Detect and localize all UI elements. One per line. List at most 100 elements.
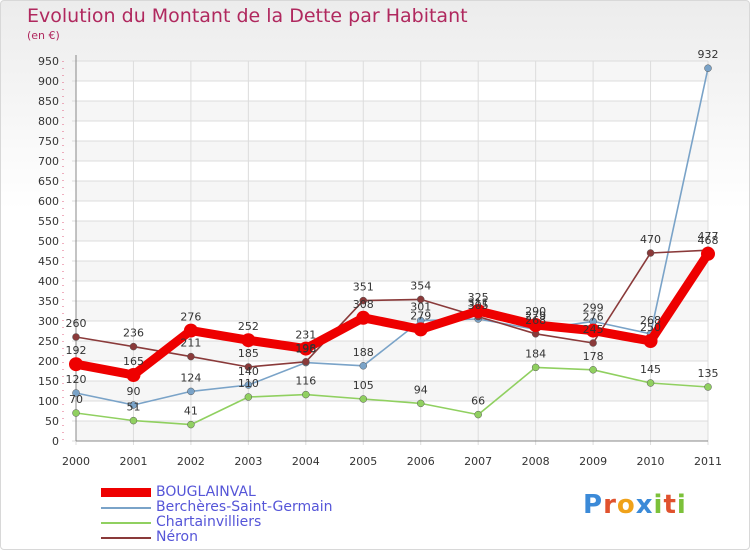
- data-label: 51: [126, 401, 140, 414]
- data-point: [646, 379, 655, 387]
- data-point: [187, 420, 195, 429]
- data-label: 308: [353, 298, 374, 311]
- data-point: [72, 389, 80, 397]
- data-label: 325: [468, 291, 489, 304]
- data-label: 188: [353, 346, 374, 359]
- data-point: [589, 339, 597, 347]
- plot-band: [76, 201, 708, 221]
- logo-letter: i: [653, 490, 664, 520]
- data-point: [586, 323, 601, 338]
- data-point: [244, 363, 253, 371]
- y-tick-label: 700: [38, 155, 59, 168]
- proxiti-logo: Proxiti: [583, 490, 687, 520]
- data-point: [528, 318, 543, 332]
- y-tick-label: 400: [38, 275, 59, 288]
- data-point: [359, 362, 368, 370]
- x-tick-label: 2002: [177, 455, 205, 468]
- data-point: [244, 381, 253, 389]
- data-point: [129, 401, 138, 409]
- data-label: 279: [410, 309, 431, 322]
- legend-label: Néron: [156, 529, 198, 545]
- plot-band: [76, 281, 708, 301]
- data-label: 279: [525, 309, 546, 322]
- legend-item: BOUGLAINVAL: [101, 485, 333, 500]
- legend-swatch: [101, 488, 151, 497]
- y-tick-label: 350: [38, 295, 59, 308]
- data-label: 165: [123, 355, 144, 368]
- data-label: 236: [123, 327, 144, 340]
- data-label: 124: [180, 371, 201, 384]
- data-point: [69, 357, 83, 372]
- data-label: 268: [525, 314, 546, 327]
- data-point: [187, 352, 195, 361]
- data-point: [302, 390, 310, 399]
- data-point: [589, 366, 597, 374]
- plot-band: [76, 161, 708, 181]
- x-tick-label: 2009: [579, 455, 607, 468]
- legend-swatch: [101, 536, 151, 539]
- plot-band: [76, 181, 708, 201]
- data-point: [704, 64, 712, 72]
- plot-band: [76, 101, 708, 121]
- plot-band: [76, 341, 708, 361]
- y-tick-label: 450: [38, 255, 59, 268]
- plot-band: [76, 61, 708, 81]
- logo-letter: x: [635, 490, 654, 520]
- data-label: 268: [640, 314, 661, 327]
- data-point: [129, 342, 138, 351]
- chart-title: Evolution du Montant de la Dette par Hab…: [27, 5, 468, 27]
- data-point: [359, 395, 368, 403]
- x-tick-label: 2003: [234, 455, 262, 468]
- data-label: 252: [238, 320, 259, 333]
- data-point: [72, 333, 80, 341]
- y-tick-label: 900: [38, 75, 59, 88]
- plot-band: [76, 221, 708, 241]
- data-point: [474, 410, 482, 419]
- data-point: [413, 322, 428, 337]
- data-point: [416, 399, 425, 408]
- series-line-2: [75, 366, 709, 426]
- data-label: 41: [184, 405, 198, 418]
- y-tick-label: 550: [38, 215, 59, 228]
- x-tick-label: 2006: [407, 455, 435, 468]
- plot-band: [76, 81, 708, 101]
- data-point: [126, 368, 141, 382]
- y-tick-label: 650: [38, 175, 59, 188]
- logo-letter: o: [616, 490, 636, 520]
- data-label: 354: [410, 279, 431, 292]
- plot-band: [76, 261, 708, 281]
- y-tick-label: 100: [38, 395, 59, 408]
- data-label: 260: [66, 317, 87, 330]
- y-tick-label: 150: [38, 375, 59, 388]
- legend-label: Berchères-Saint-Germain: [156, 499, 333, 515]
- data-label: 301: [410, 301, 431, 314]
- y-tick-label: 600: [38, 195, 59, 208]
- x-tick-label: 2008: [522, 455, 550, 468]
- data-label: 70: [69, 393, 83, 406]
- plot-band: [76, 421, 708, 441]
- data-label: 299: [583, 301, 604, 314]
- data-point: [704, 383, 712, 391]
- y-tick-label: 850: [38, 95, 59, 108]
- data-label: 116: [295, 375, 316, 388]
- plot-band: [76, 141, 708, 161]
- data-point: [416, 295, 425, 304]
- x-tick-label: 2010: [637, 455, 665, 468]
- logo-letter: i: [676, 490, 687, 520]
- data-label: 145: [640, 363, 661, 376]
- data-label: 90: [126, 385, 140, 398]
- data-label: 196: [295, 343, 316, 356]
- data-point: [298, 341, 313, 356]
- data-label: 305: [468, 299, 489, 312]
- data-label: 351: [353, 281, 374, 294]
- y-tick-label: 750: [38, 135, 59, 148]
- data-point: [129, 416, 138, 425]
- legend-swatch: [101, 521, 151, 524]
- data-point: [471, 304, 486, 318]
- chart-unit-label: (en €): [27, 29, 60, 42]
- data-label: 211: [180, 337, 201, 350]
- data-point: [183, 323, 198, 338]
- y-tick-label: 800: [38, 115, 59, 128]
- data-label: 198: [295, 342, 316, 355]
